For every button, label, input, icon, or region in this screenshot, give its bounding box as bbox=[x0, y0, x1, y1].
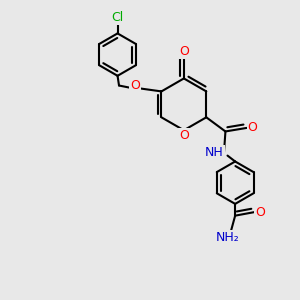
Text: O: O bbox=[179, 45, 189, 58]
Text: NH₂: NH₂ bbox=[216, 231, 240, 244]
Text: O: O bbox=[248, 122, 257, 134]
Text: Cl: Cl bbox=[111, 11, 124, 24]
Text: O: O bbox=[179, 129, 189, 142]
Text: NH: NH bbox=[205, 146, 224, 159]
Text: O: O bbox=[130, 79, 140, 92]
Text: O: O bbox=[255, 206, 265, 219]
